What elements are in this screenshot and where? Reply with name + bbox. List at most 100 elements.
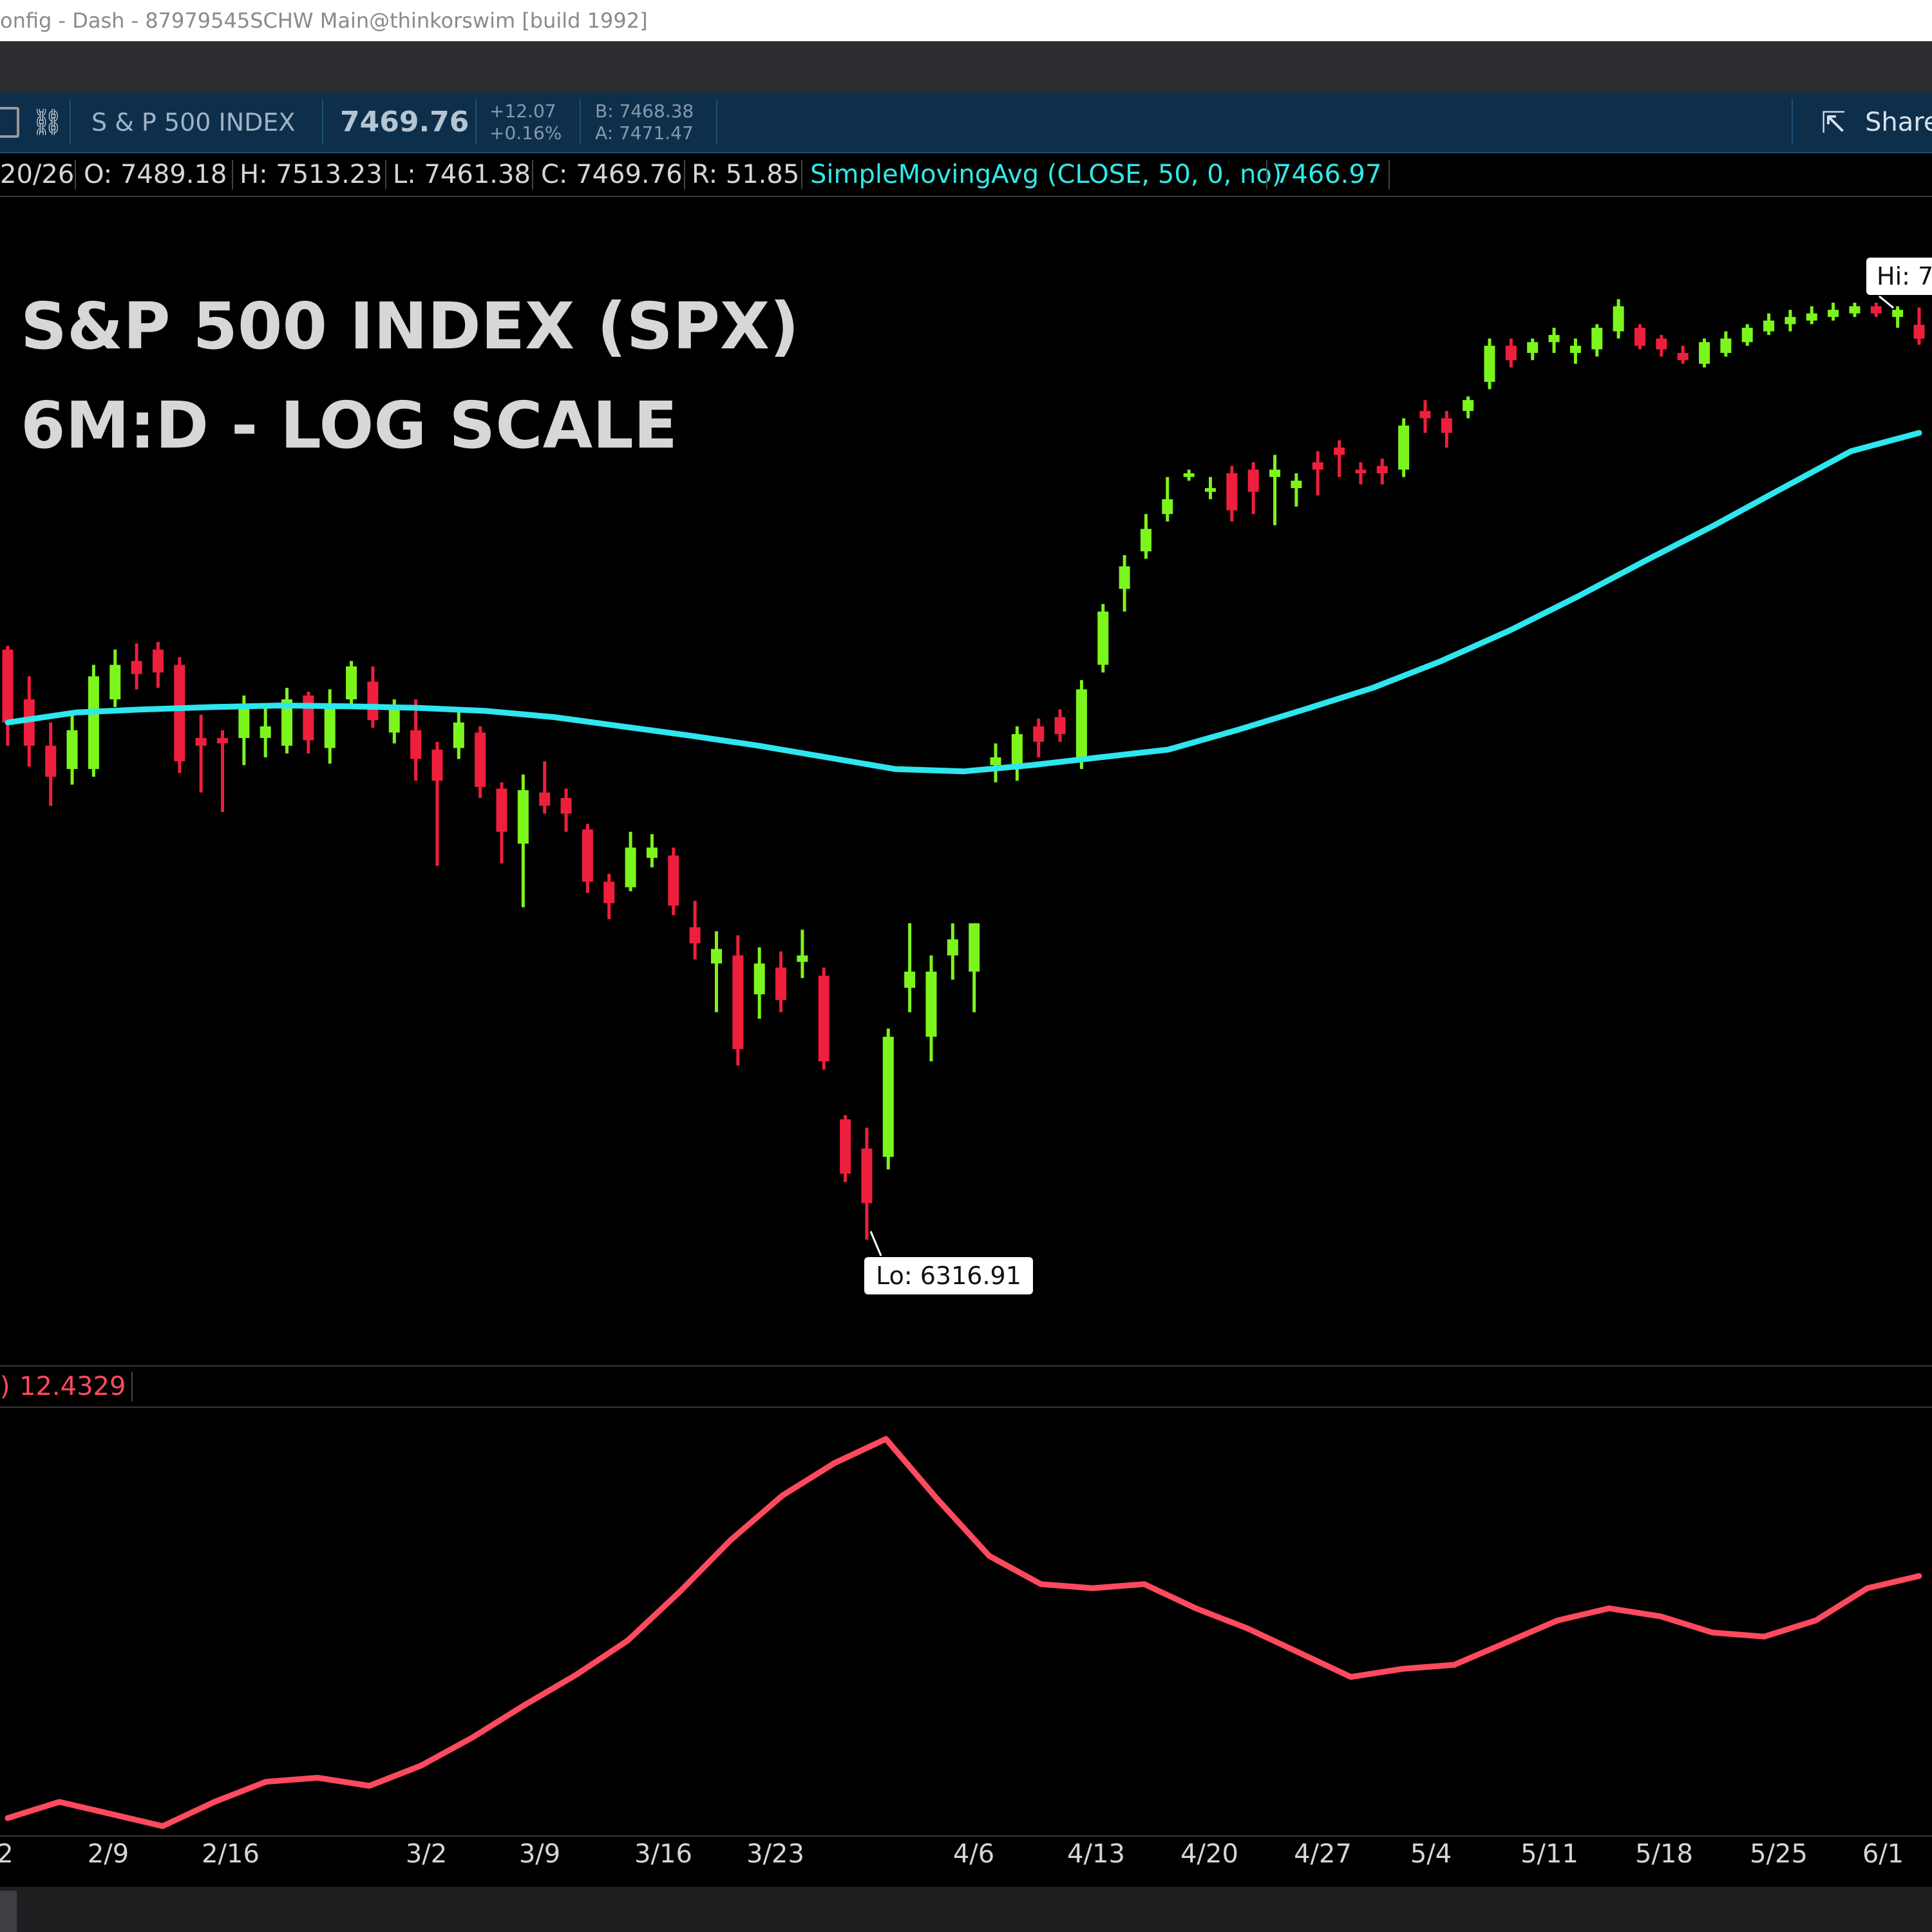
- x-tick-label: 3/16: [634, 1839, 692, 1869]
- candle-body: [753, 963, 765, 994]
- ohlc-divider: [684, 160, 685, 189]
- candle-body: [1613, 306, 1624, 332]
- x-tick-label: 3/23: [746, 1839, 804, 1869]
- share-icon[interactable]: ⇱: [1821, 105, 1846, 140]
- candle-body: [1355, 469, 1367, 473]
- candle-body: [1398, 425, 1410, 470]
- candle-body: [1269, 469, 1281, 477]
- candle-body: [1033, 726, 1045, 742]
- candle-body: [840, 1119, 851, 1174]
- chart-title: S&P 500 INDEX (SPX): [21, 289, 799, 364]
- candle-body: [1226, 473, 1238, 511]
- candle-body: [1140, 529, 1151, 552]
- ohlc-header: 20/26 O: 7489.18 H: 7513.23 L: 7461.38 C…: [0, 153, 1932, 197]
- candle-body: [689, 927, 701, 943]
- scrollbar-thumb[interactable]: [0, 1891, 17, 1932]
- candle-body: [1806, 313, 1817, 321]
- candle-body: [131, 661, 142, 674]
- sma-line: [5, 430, 1922, 775]
- candle-body: [1527, 342, 1539, 354]
- close-value: C: 7469.76: [541, 160, 683, 189]
- candle-body: [1569, 345, 1581, 354]
- candle-body: [238, 706, 250, 738]
- toolbar-divider: [1792, 99, 1793, 144]
- x-tick-label: 2/16: [202, 1839, 260, 1869]
- candle-body: [152, 649, 164, 673]
- candle-body: [904, 971, 916, 988]
- ask-value: A: 7471.47: [595, 122, 694, 144]
- window-title: onfig - Dash - 87979545SCHW Main@thinkor…: [0, 8, 648, 33]
- candle-body: [797, 955, 808, 962]
- bar-date: 20/26: [0, 160, 75, 189]
- candle-body: [367, 681, 379, 721]
- window-menu-strip: [0, 41, 1932, 93]
- candle-body: [346, 666, 357, 699]
- candle-body: [1011, 734, 1023, 770]
- x-tick-label: 5/11: [1520, 1839, 1578, 1869]
- change-value: +12.07: [489, 100, 556, 122]
- candle-body: [281, 699, 293, 746]
- candle-body: [1183, 473, 1195, 477]
- candle-body: [1913, 325, 1925, 339]
- candle-body: [475, 732, 486, 788]
- candle-body: [195, 737, 207, 746]
- toolbar-divider: [716, 99, 717, 144]
- symbol-selector[interactable]: S & P 500 INDEX: [91, 108, 296, 137]
- study-label[interactable]: SimpleMovingAvg (CLOSE, 50, 0, no): [810, 160, 1282, 189]
- chart-subtitle: 6M:D - LOG SCALE: [21, 388, 678, 463]
- bid-ask: B: 7468.38 A: 7471.47: [595, 100, 694, 144]
- candle-body: [388, 709, 400, 733]
- candle-body: [1312, 462, 1323, 470]
- bid-value: B: 7468.38: [595, 100, 694, 122]
- candle-body: [1828, 310, 1839, 317]
- candle-body: [861, 1148, 873, 1204]
- candle-body: [990, 757, 1001, 766]
- link-square-icon[interactable]: [0, 107, 19, 138]
- candle-body: [1419, 411, 1431, 419]
- candle-body: [453, 722, 464, 748]
- x-tick-label: 6/1: [1862, 1839, 1904, 1869]
- candle-body: [818, 975, 829, 1062]
- candle-body: [1699, 342, 1710, 364]
- candle-body: [732, 955, 744, 1049]
- candle-body: [603, 882, 615, 904]
- candle-body: [517, 790, 529, 844]
- x-tick-label: 4/13: [1067, 1839, 1125, 1869]
- candle-body: [324, 703, 336, 748]
- candle-body: [775, 967, 787, 1000]
- candle-body: [2, 649, 14, 723]
- lower-study-value: 12.4329: [19, 1372, 126, 1401]
- toolbar-divider: [322, 99, 323, 144]
- candle-body: [109, 665, 121, 699]
- x-tick-label: 2: [0, 1839, 14, 1869]
- x-tick-label: 5/4: [1410, 1839, 1452, 1869]
- candle-body: [1720, 338, 1732, 354]
- share-button[interactable]: Share: [1865, 108, 1932, 137]
- candle-body: [1075, 689, 1087, 762]
- candle-body: [925, 971, 937, 1037]
- candle-body: [668, 855, 679, 906]
- candles-layer: [2, 299, 1925, 1240]
- candle-body: [1741, 327, 1753, 343]
- candle-body: [969, 923, 980, 972]
- candle-body: [1591, 327, 1603, 350]
- ohlc-divider: [1266, 160, 1267, 189]
- candle-body: [1505, 345, 1517, 361]
- ohlc-divider: [385, 160, 386, 189]
- ohlc-divider: [532, 160, 533, 189]
- candle-body: [1548, 335, 1560, 343]
- candle-body: [1291, 480, 1302, 488]
- toolbar-divider: [475, 99, 477, 144]
- candle-body: [1463, 400, 1474, 412]
- hi-pointer: [1879, 295, 1894, 309]
- candle-body: [1656, 338, 1667, 350]
- lower-study-line: [5, 1435, 1922, 1830]
- horizontal-scrollbar[interactable]: [0, 1887, 1932, 1932]
- lower-study-paren: ): [0, 1372, 10, 1401]
- candle-body: [216, 737, 228, 744]
- study-value: 7466.97: [1275, 160, 1382, 189]
- candle-body: [710, 949, 722, 964]
- x-tick-label: 4/6: [952, 1839, 995, 1869]
- candle-body: [1097, 611, 1109, 665]
